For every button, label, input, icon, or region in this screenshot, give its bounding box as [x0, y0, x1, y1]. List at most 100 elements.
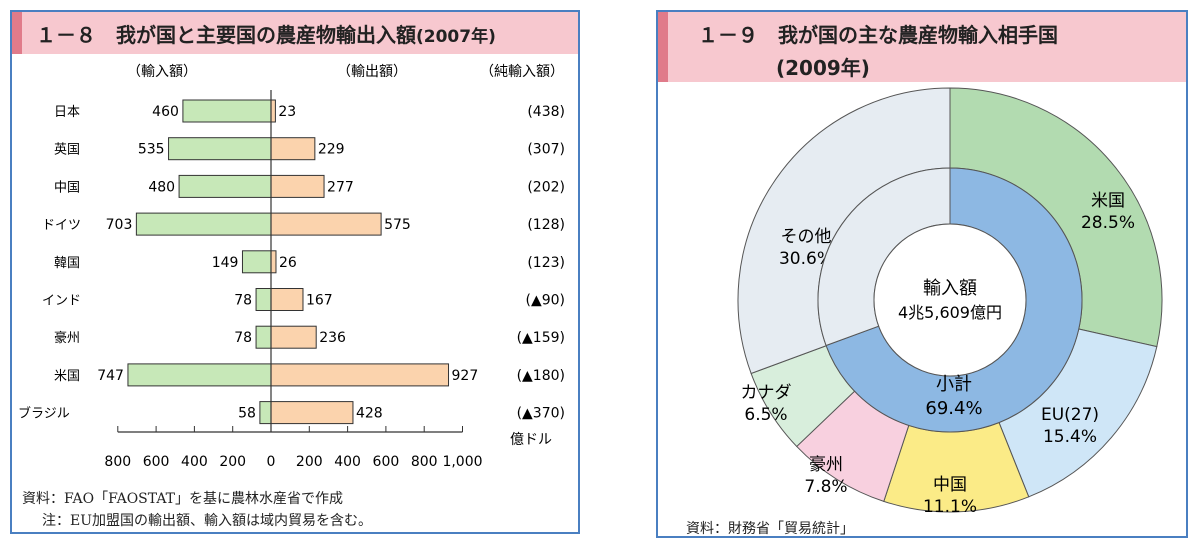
export-bar: [270, 325, 317, 349]
slice-label: 中国: [933, 475, 967, 495]
title-number: １－９: [698, 23, 758, 47]
slice-value-label: 30.6%: [779, 249, 833, 269]
export-value-label: 236: [319, 330, 346, 346]
import-column-header: （輸入額）: [127, 64, 197, 80]
import-partners-panel: １－９ 我が国の主な農産物輸入相手国 (2009年) 米国 28.5% EU(27)…: [656, 10, 1188, 538]
footnote: 注：EU加盟国の輸出額、輸入額は域内貿易を含む。: [42, 513, 373, 529]
panel-title: １－９ 我が国の主な農産物輸入相手国: [698, 19, 1058, 48]
category-label: インド: [42, 294, 81, 309]
category-label: 韓国: [54, 256, 80, 271]
panel-header: １－８ 我が国と主要国の農産物輸出入額(2007年): [12, 12, 578, 54]
import-bar: [255, 288, 272, 311]
net-import-label: (▲159): [517, 330, 565, 346]
net-import-label: (▲370): [517, 406, 565, 422]
category-label: 英国: [54, 143, 80, 158]
title-year: (2007年): [416, 27, 496, 47]
net-import-label: (438): [527, 104, 565, 120]
net-import-label: (202): [527, 179, 565, 195]
import-value-label: 78: [234, 330, 252, 346]
export-bar: [270, 137, 316, 161]
slice-label: 豪州: [809, 454, 843, 475]
export-value-label: 575: [384, 217, 411, 233]
export-bar: [270, 174, 325, 198]
x-tick-label: 800: [104, 454, 131, 470]
x-tick-label: 200: [219, 454, 246, 470]
net-import-label: (▲90): [525, 293, 565, 309]
title-text: 我が国の主な農産物輸入相手国: [778, 23, 1058, 47]
category-label: ドイツ: [42, 218, 81, 233]
export-bar: [270, 288, 304, 311]
subtotal-label: 小計: [936, 374, 972, 395]
diverging-bar-chart: （輸入額） （輸出額） （純輸入額） 日本 460 23 (438) 英国 535 229 (307…: [18, 64, 565, 470]
export-value-label: 167: [306, 293, 333, 309]
unit-label: 億ドル: [510, 432, 552, 448]
title-text: 我が国と主要国の農産物輸出入額: [116, 23, 416, 47]
title-number: １－８: [36, 23, 96, 47]
title-year: (2009年): [776, 56, 870, 80]
net-import-label: (123): [527, 255, 565, 271]
import-bar: [259, 401, 272, 425]
x-tick-label: 0: [267, 454, 276, 470]
net-import-label: (▲180): [517, 368, 565, 384]
net-trade-panel: １－８ 我が国と主要国の農産物輸出入額(2007年) （輸入額） （輸出額） （純輸…: [10, 10, 580, 534]
import-value-label: 535: [138, 142, 165, 158]
export-value-label: 26: [279, 255, 297, 271]
panel-header: １－９ 我が国の主な農産物輸入相手国 (2009年): [658, 12, 1186, 82]
x-tick-label: 400: [334, 454, 361, 470]
slice-label: カナダ: [741, 383, 792, 403]
slice-label: EU(27): [1041, 405, 1099, 425]
slice-value-label: 15.4%: [1043, 427, 1097, 447]
import-value-label: 460: [152, 104, 179, 120]
import-bar: [255, 325, 272, 349]
slice-value-label: 28.5%: [1081, 213, 1135, 233]
category-label: ブラジル: [18, 406, 70, 422]
category-label: 中国: [54, 180, 80, 195]
import-value-label: 78: [234, 293, 252, 309]
export-value-label: 428: [356, 406, 383, 422]
import-value-label: 58: [238, 406, 256, 422]
export-value-label: 229: [318, 142, 345, 158]
import-bar: [182, 99, 272, 123]
panel-title: １－８ 我が国と主要国の農産物輸出入額(2007年): [36, 19, 496, 48]
import-value-label: 149: [212, 255, 239, 271]
export-value-label: 23: [278, 104, 296, 120]
x-tick-label: 800: [411, 454, 438, 470]
slice-value-label: 6.5%: [744, 405, 787, 425]
export-value-label: 277: [327, 179, 354, 195]
header-accent-bar: [12, 12, 22, 54]
import-value-label: 747: [97, 368, 124, 384]
import-value-label: 703: [106, 217, 133, 233]
x-tick-label: 600: [373, 454, 400, 470]
x-tick-label: 1,000: [442, 454, 482, 470]
import-bar: [135, 212, 272, 236]
slice-value-label: 7.8%: [804, 477, 847, 497]
center-value: 4兆5,609億円: [898, 303, 1002, 322]
import-bar: [168, 137, 272, 161]
import-bar: [178, 174, 272, 198]
import-bar: [241, 250, 272, 274]
net-import-label: (307): [527, 142, 565, 158]
header-accent-bar: [658, 12, 668, 82]
net-import-label: (128): [527, 217, 565, 233]
center-label: 輸入額: [923, 278, 977, 299]
export-bar: [270, 250, 277, 274]
category-label: 豪州: [54, 330, 80, 346]
x-tick-label: 200: [296, 454, 323, 470]
source-note: 資料：FAO「FAOSTAT」を基に農林水産省で作成: [22, 491, 344, 507]
export-column-header: （輸出額）: [337, 64, 407, 80]
import-bar: [127, 363, 272, 387]
donut-hole: [873, 223, 1027, 377]
slice-label: その他: [781, 227, 832, 247]
slice-value-label: 11.1%: [923, 497, 977, 517]
import-value-label: 480: [148, 179, 175, 195]
export-bar: [270, 212, 382, 236]
category-label: 米国: [54, 369, 80, 384]
net-import-column-header: （純輸入額）: [480, 64, 564, 80]
export-bar: [270, 99, 276, 123]
export-bar: [270, 363, 450, 387]
subtotal-value: 69.4%: [925, 398, 982, 419]
category-label: 日本: [54, 105, 80, 120]
export-value-label: 927: [452, 368, 479, 384]
slice-label: 米国: [1091, 191, 1125, 211]
